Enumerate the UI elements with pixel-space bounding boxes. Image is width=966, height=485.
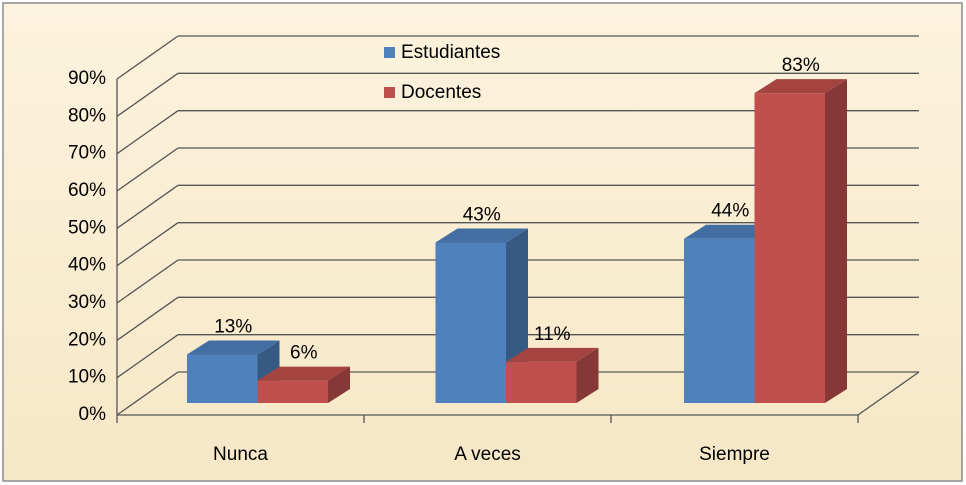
- grid-diagonal: [116, 222, 179, 267]
- bar: [187, 354, 258, 403]
- value-label: 43%: [463, 204, 501, 225]
- legend-swatch: [384, 47, 395, 58]
- y-tick-label: 80%: [68, 105, 106, 126]
- grid-diagonal: [116, 72, 179, 117]
- y-tick-label: 40%: [68, 255, 106, 276]
- y-tick-label: 20%: [68, 329, 106, 350]
- x-tick-label: Nunca: [213, 444, 268, 465]
- bar: [506, 361, 577, 403]
- bar-top: [187, 340, 280, 355]
- legend-swatch: [384, 87, 395, 98]
- value-label: 6%: [290, 343, 318, 364]
- value-label: 83%: [782, 55, 820, 76]
- bar-top: [754, 79, 847, 94]
- legend-label: Estudiantes: [401, 42, 500, 63]
- y-tick-label: 70%: [68, 143, 106, 164]
- bar: [435, 242, 506, 403]
- bar-side: [825, 79, 847, 403]
- grid-diagonal: [116, 35, 179, 80]
- bar-top: [435, 228, 528, 243]
- grid-diagonal: [116, 296, 179, 341]
- value-label: 44%: [711, 201, 749, 222]
- legend-label: Docentes: [401, 82, 481, 103]
- bar-side: [576, 347, 599, 403]
- floor-right: [857, 371, 920, 416]
- grid-diagonal: [116, 259, 179, 304]
- value-label: 11%: [534, 324, 571, 345]
- value-label: 13%: [214, 316, 252, 337]
- x-tick-label: Siempre: [699, 444, 770, 465]
- bar-top: [257, 366, 350, 381]
- bar: [754, 93, 825, 403]
- bar-side: [328, 366, 350, 403]
- y-tick-label: 50%: [68, 217, 106, 238]
- y-tick-label: 60%: [68, 180, 106, 201]
- y-tick-label: 10%: [68, 367, 106, 388]
- y-tick-label: 90%: [68, 68, 106, 89]
- grid-diagonal: [116, 110, 179, 155]
- bar-top: [684, 224, 777, 239]
- x-tick-label: A veces: [454, 444, 521, 465]
- y-tick-label: 0%: [79, 404, 107, 425]
- grid-diagonal: [116, 147, 179, 192]
- grid-diagonal: [116, 184, 179, 229]
- y-tick-label: 30%: [68, 292, 106, 313]
- bar: [684, 238, 755, 403]
- grid-diagonal: [116, 334, 179, 379]
- bar: [257, 380, 328, 403]
- bar-top: [506, 347, 599, 362]
- grid-diagonal: [116, 371, 179, 416]
